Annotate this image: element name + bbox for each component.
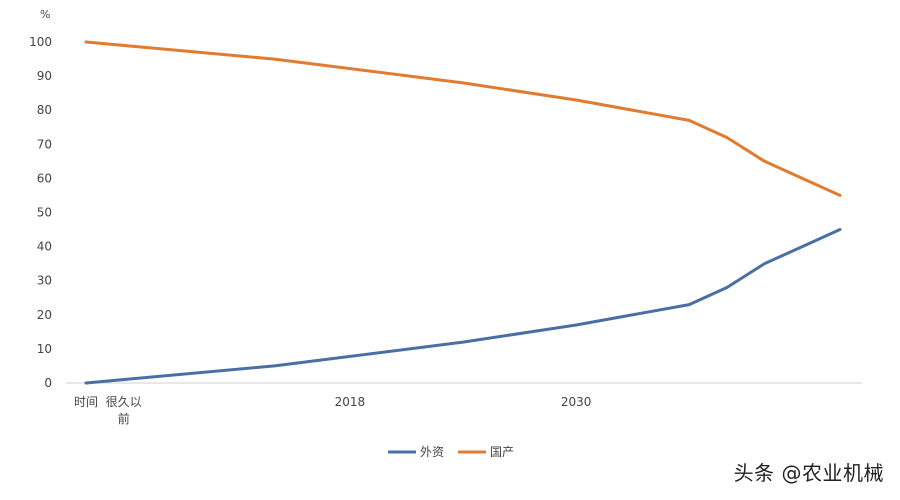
series-line-国产 (84, 40, 842, 197)
x-tick-label: 很久以 (106, 395, 142, 409)
series-line-外资 (84, 228, 842, 385)
x-tick-label: 时间 (74, 395, 98, 409)
x-tick-label: 前 (118, 411, 130, 426)
y-tick-label: 40 (37, 240, 52, 254)
y-tick-label: 100 (29, 35, 52, 49)
y-tick-label: 30 (37, 274, 52, 288)
y-tick-label: 20 (37, 308, 52, 322)
legend-label: 外资 (420, 445, 444, 459)
y-tick-label: 10 (37, 342, 52, 356)
series-lines (84, 40, 842, 385)
legend: 外资 国产 (388, 445, 514, 459)
y-axis-ticks: 0 10 20 30 40 50 60 70 80 90 100 (29, 35, 52, 390)
y-axis-unit-label: % (40, 8, 50, 21)
y-tick-label: 60 (37, 171, 52, 185)
y-tick-label: 0 (44, 376, 52, 390)
x-tick-label: 2030 (561, 395, 592, 409)
legend-label: 国产 (490, 445, 514, 459)
y-tick-label: 80 (37, 103, 52, 117)
x-tick-label: 2018 (335, 395, 366, 409)
watermark: 头条 @农业机械 (733, 461, 884, 485)
y-tick-label: 70 (37, 137, 52, 151)
y-tick-label: 50 (37, 206, 52, 220)
y-tick-label: 90 (37, 69, 52, 83)
